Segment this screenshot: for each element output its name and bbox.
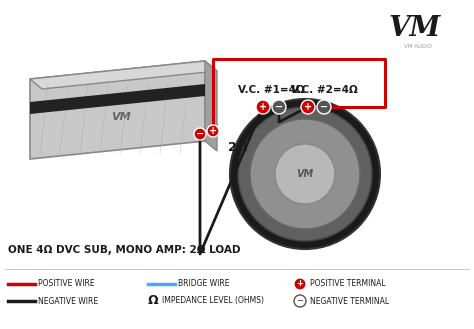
Text: −: −: [196, 129, 204, 139]
Circle shape: [294, 278, 306, 290]
Text: VM: VM: [389, 15, 441, 42]
Text: POSITIVE WIRE: POSITIVE WIRE: [38, 280, 95, 289]
Text: +: +: [304, 102, 312, 112]
Circle shape: [301, 100, 315, 114]
Circle shape: [317, 100, 331, 114]
Text: +: +: [259, 102, 267, 112]
Text: V.C. #2=4Ω: V.C. #2=4Ω: [291, 85, 357, 95]
Circle shape: [238, 107, 372, 241]
Text: +: +: [209, 126, 217, 136]
Text: V.C. #1=4Ω: V.C. #1=4Ω: [237, 85, 304, 95]
Text: IMPEDANCE LEVEL (OHMS): IMPEDANCE LEVEL (OHMS): [162, 296, 264, 306]
Circle shape: [275, 144, 335, 204]
Text: +: +: [297, 280, 303, 289]
Text: NEGATIVE TERMINAL: NEGATIVE TERMINAL: [310, 296, 389, 306]
Circle shape: [194, 128, 206, 140]
Text: VM AUDIO: VM AUDIO: [404, 44, 432, 49]
Circle shape: [250, 119, 360, 229]
Polygon shape: [205, 61, 217, 151]
Circle shape: [256, 100, 270, 114]
Circle shape: [207, 125, 219, 137]
Text: NEGATIVE WIRE: NEGATIVE WIRE: [38, 296, 98, 306]
Text: VM: VM: [111, 113, 131, 122]
Text: BRIDGE WIRE: BRIDGE WIRE: [178, 280, 229, 289]
Text: −: −: [297, 296, 303, 306]
Polygon shape: [30, 84, 205, 114]
Text: Ω: Ω: [148, 294, 159, 308]
Text: POSITIVE TERMINAL: POSITIVE TERMINAL: [310, 280, 386, 289]
Text: −: −: [320, 102, 328, 112]
Circle shape: [230, 99, 380, 249]
Circle shape: [294, 295, 306, 307]
Text: 2Ω: 2Ω: [228, 141, 247, 154]
Polygon shape: [30, 61, 217, 89]
Text: VM: VM: [296, 169, 314, 179]
Text: ONE 4Ω DVC SUB, MONO AMP: 2Ω LOAD: ONE 4Ω DVC SUB, MONO AMP: 2Ω LOAD: [8, 245, 240, 255]
Polygon shape: [30, 61, 205, 159]
Circle shape: [272, 100, 286, 114]
Text: −: −: [275, 102, 283, 112]
